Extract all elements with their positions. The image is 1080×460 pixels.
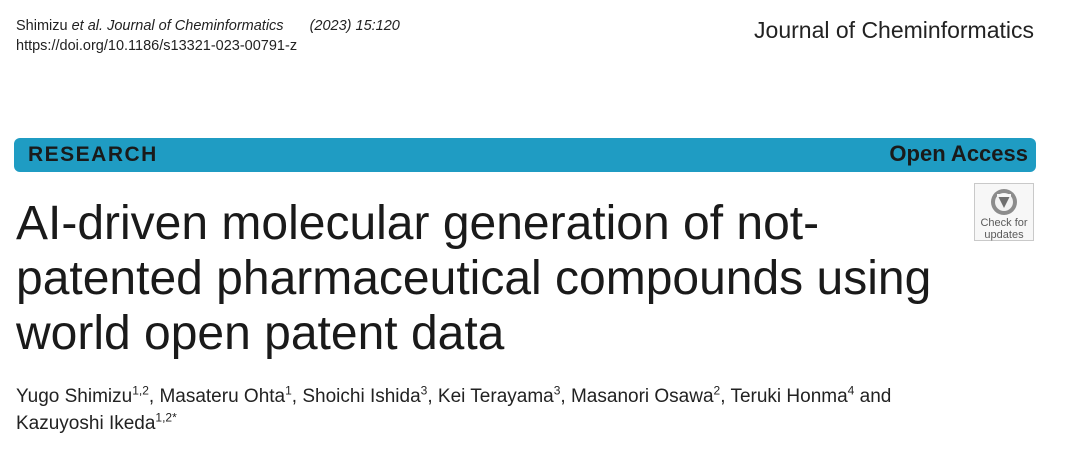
affiliation-marker: 4 — [847, 383, 855, 398]
doi-link[interactable]: https://doi.org/10.1186/s13321-023-00791… — [16, 38, 298, 54]
article-type-label: RESEARCH — [28, 143, 158, 166]
author[interactable]: Kei Terayama3 — [437, 383, 561, 407]
author[interactable]: Teruki Honma4 — [730, 383, 855, 407]
citation-journal: et al. Journal of Cheminformatics — [71, 18, 284, 34]
title-line: patented pharmaceutical compounds using — [16, 252, 932, 305]
affiliation-marker: 2 — [713, 383, 721, 398]
affiliation-marker: 1 — [285, 383, 292, 398]
check-for-updates-icon — [991, 189, 1017, 215]
affiliation-marker: 1,2 — [132, 383, 149, 398]
author[interactable]: Masateru Ohta1 — [159, 383, 292, 407]
author[interactable]: Yugo Shimizu1,2 — [16, 383, 149, 407]
author[interactable]: Shoichi Ishida3 — [302, 383, 428, 407]
check-for-updates-badge[interactable]: Check for updates — [974, 183, 1034, 241]
badge-text-line2: updates — [984, 229, 1024, 241]
title-line: AI-driven molecular generation of not- — [16, 197, 820, 250]
citation-block: Shimizu et al. Journal of Cheminformatic… — [16, 16, 400, 56]
author[interactable]: Masanori Osawa2 — [570, 383, 721, 407]
open-access-label: Open Access — [889, 141, 1028, 166]
citation-year: (2023) 15:120 — [309, 18, 400, 34]
title-line: world open patent data — [16, 307, 505, 360]
affiliation-marker: 3 — [553, 383, 561, 398]
author-list: Yugo Shimizu1,2, Masateru Ohta1, Shoichi… — [16, 383, 892, 434]
citation-authors: Shimizu — [16, 18, 72, 34]
article-title: AI-driven molecular generation of not- p… — [16, 196, 966, 361]
badge-text-line1: Check for — [980, 217, 1028, 229]
journal-name: Journal of Cheminformatics — [754, 17, 1034, 43]
article-type-banner: RESEARCH Open Access — [14, 138, 1036, 172]
citation-line: Shimizu et al. Journal of Cheminformatic… — [16, 16, 400, 36]
author[interactable]: Kazuyoshi Ikeda1,2* — [16, 410, 177, 434]
affiliation-marker: 1,2* — [155, 410, 177, 425]
affiliation-marker: 3 — [420, 383, 428, 398]
